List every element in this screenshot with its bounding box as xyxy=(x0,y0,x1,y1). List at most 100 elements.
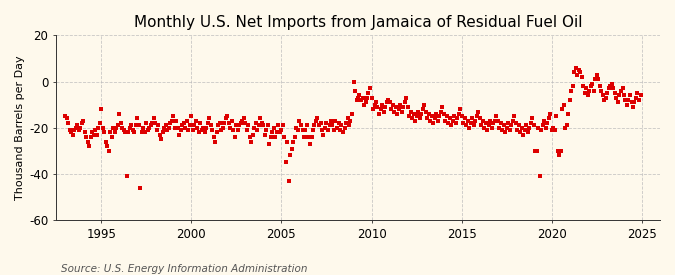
Point xyxy=(634,98,645,102)
Point xyxy=(585,84,596,88)
Point xyxy=(374,112,385,116)
Point xyxy=(310,119,321,123)
Point xyxy=(560,125,571,130)
Point xyxy=(425,119,435,123)
Point xyxy=(156,137,167,141)
Point xyxy=(487,125,497,130)
Point xyxy=(556,148,566,153)
Point xyxy=(611,95,622,100)
Point xyxy=(141,121,152,125)
Point xyxy=(244,135,255,139)
Point xyxy=(72,123,82,128)
Point xyxy=(99,130,109,134)
Point xyxy=(153,123,163,128)
Point xyxy=(438,112,449,116)
Point xyxy=(217,125,228,130)
Point xyxy=(256,121,267,125)
Point xyxy=(75,125,86,130)
Point xyxy=(483,123,494,128)
Point xyxy=(308,128,319,132)
Point xyxy=(537,123,548,128)
Point xyxy=(506,123,516,128)
Point xyxy=(267,130,278,134)
Point xyxy=(429,116,440,121)
Point xyxy=(494,125,505,130)
Point xyxy=(336,123,347,128)
Point xyxy=(401,95,412,100)
Point xyxy=(574,68,585,72)
Point xyxy=(434,114,445,118)
Point xyxy=(126,123,136,128)
Point xyxy=(541,125,551,130)
Point xyxy=(275,130,286,134)
Point xyxy=(482,128,493,132)
Point xyxy=(81,135,92,139)
Point xyxy=(414,116,425,121)
Point xyxy=(180,125,191,130)
Point xyxy=(558,102,569,107)
Point xyxy=(435,109,446,114)
Point xyxy=(286,146,297,151)
Point xyxy=(236,121,246,125)
Point xyxy=(124,125,135,130)
Point xyxy=(551,114,562,118)
Point xyxy=(545,112,556,116)
Point xyxy=(384,100,395,104)
Point xyxy=(366,95,377,100)
Point xyxy=(194,130,205,134)
Point xyxy=(238,116,249,121)
Point xyxy=(298,135,309,139)
Point xyxy=(502,125,512,130)
Point xyxy=(324,123,335,128)
Point xyxy=(410,119,421,123)
Point xyxy=(296,123,306,128)
Point xyxy=(389,109,400,114)
Point xyxy=(138,125,148,130)
Point xyxy=(333,121,344,125)
Point xyxy=(304,142,315,146)
Point xyxy=(228,128,239,132)
Point xyxy=(473,109,484,114)
Point xyxy=(202,121,213,125)
Point xyxy=(246,139,256,144)
Point xyxy=(230,135,240,139)
Point xyxy=(411,114,422,118)
Point xyxy=(102,144,113,148)
Point xyxy=(339,125,350,130)
Point xyxy=(570,65,581,70)
Point xyxy=(315,121,326,125)
Point xyxy=(468,123,479,128)
Point xyxy=(372,105,383,109)
Point xyxy=(300,128,310,132)
Point xyxy=(522,130,533,134)
Point xyxy=(70,125,81,130)
Point xyxy=(378,109,389,114)
Point xyxy=(259,133,270,137)
Point xyxy=(527,116,538,121)
Point xyxy=(338,130,348,134)
Point xyxy=(477,119,488,123)
Point xyxy=(392,112,402,116)
Point xyxy=(449,114,460,118)
Point xyxy=(423,112,434,116)
Point xyxy=(623,98,634,102)
Point xyxy=(165,121,176,125)
Point xyxy=(329,128,340,132)
Point xyxy=(144,125,155,130)
Point xyxy=(254,123,265,128)
Point xyxy=(357,95,368,100)
Point xyxy=(613,100,624,104)
Point xyxy=(479,125,489,130)
Point xyxy=(465,121,476,125)
Point xyxy=(242,128,252,132)
Point xyxy=(402,105,413,109)
Point xyxy=(88,133,99,137)
Point xyxy=(291,125,302,130)
Point xyxy=(105,130,115,134)
Text: Source: U.S. Energy Information Administration: Source: U.S. Energy Information Administ… xyxy=(61,264,307,274)
Point xyxy=(381,100,392,104)
Point xyxy=(167,119,178,123)
Point xyxy=(481,121,491,125)
Point xyxy=(563,112,574,116)
Point xyxy=(385,107,396,111)
